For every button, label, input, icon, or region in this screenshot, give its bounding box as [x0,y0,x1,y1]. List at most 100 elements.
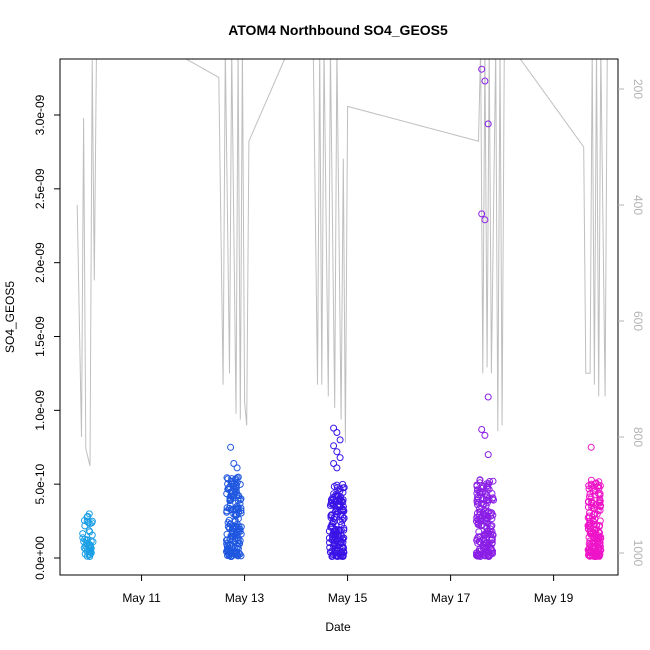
data-point-outlier [484,451,492,459]
data-point [223,474,231,482]
data-point [331,531,339,539]
data-point [340,507,348,515]
chart-title: ATOM4 Northbound SO4_GEOS5 [228,22,448,38]
data-point [474,550,482,558]
data-point-outlier [336,436,344,444]
data-point [488,536,496,543]
data-point [484,551,492,559]
data-point [339,489,347,496]
data-point [592,480,600,488]
data-point-outlier [333,429,341,436]
data-point [225,504,233,512]
data-point [333,484,341,491]
right-tick-label: 600 [631,311,645,331]
data-point [480,511,488,519]
plot-frame [59,58,619,576]
data-point-outlier [330,460,338,467]
data-point [227,532,235,540]
data-point-outlier [333,464,341,472]
data-point [585,545,593,553]
data-point [88,531,96,539]
data-point [234,494,242,502]
data-point [489,547,496,555]
data-point [225,484,233,492]
data-point-outlier [330,424,338,432]
data-point [596,491,604,499]
data-point-outlier [587,443,595,451]
data-point [84,512,92,520]
data-point-outlier [233,464,241,472]
data-point [237,507,245,515]
data-point [339,496,347,504]
data-point [227,550,235,558]
data-point [228,477,236,485]
data-point [586,527,594,535]
data-point [231,516,239,524]
data-point [86,545,94,553]
data-point-outlier [481,216,489,224]
data-point-outlier [478,426,486,433]
data-point [224,539,232,547]
scatter-series [79,65,605,560]
x-tick-label: May 19 [534,591,574,605]
data-point [474,533,482,541]
data-point-outlier [478,210,486,218]
x-axis-label: Date [325,620,351,634]
data-point [327,514,335,522]
data-point [474,518,482,526]
pressure-series [76,59,608,467]
data-point [488,528,496,535]
right-tick-label: 400 [631,195,645,215]
data-point-outlier [336,454,344,462]
data-point [587,476,595,484]
y-tick-label: 3.0e-09 [33,94,47,135]
data-point [585,482,593,490]
data-point [223,540,231,548]
y-axis: 0.0e+00 5.0e-10 1.0e-09 1.5e-09 2.0e-09 2.5e-… [33,94,60,580]
data-point [223,543,231,551]
data-point [478,489,486,497]
data-point [589,539,597,547]
data-point [327,548,334,556]
data-point [329,518,337,526]
data-point [479,488,487,496]
data-point [79,534,87,542]
y-tick-label: 2.0e-09 [33,242,47,283]
data-point [226,497,234,505]
x-tick-label: May 13 [225,591,265,605]
data-point [333,491,341,499]
x-tick-label: May 17 [431,591,471,605]
data-point [233,474,241,482]
data-point [590,545,597,553]
x-tick-label: May 11 [122,591,161,605]
data-point [340,484,348,492]
y-tick-label: 5.0e-10 [33,463,47,504]
y-tick-label: 0.0e+00 [33,536,47,580]
data-point [596,498,603,506]
data-point [235,549,243,557]
data-point-outlier [478,65,486,73]
right-tick-label: 1000 [631,540,645,567]
data-point [223,536,231,544]
data-point [483,483,490,491]
data-point [224,552,231,559]
data-point [223,548,230,556]
data-point-outlier [481,77,489,85]
data-point-outlier [484,393,492,401]
data-point-outlier [481,431,489,439]
y-tick-label: 1.5e-09 [33,316,47,357]
data-point [481,507,489,515]
right-tick-label: 200 [631,79,645,99]
data-point [334,526,342,534]
data-point [593,525,601,533]
data-point [330,541,338,549]
data-point [236,527,244,535]
data-point [483,492,491,500]
data-point [333,510,341,518]
data-point [340,514,348,522]
data-point [334,546,341,554]
data-point [83,517,91,525]
data-point [488,515,496,523]
data-point [236,496,244,504]
